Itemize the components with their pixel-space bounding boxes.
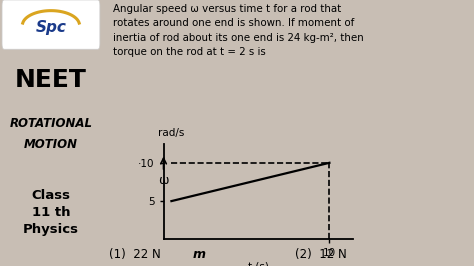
Text: MOTION: MOTION bbox=[24, 139, 78, 151]
Text: m: m bbox=[193, 248, 206, 260]
Text: (1)  22 N: (1) 22 N bbox=[109, 248, 161, 260]
FancyBboxPatch shape bbox=[2, 0, 100, 49]
Text: Class
11 th
Physics: Class 11 th Physics bbox=[23, 189, 79, 236]
Text: NEET: NEET bbox=[15, 68, 87, 92]
Text: ROTATIONAL: ROTATIONAL bbox=[9, 117, 92, 130]
Text: Angular speed ω versus time t for a rod that
rotates around one end is shown. If: Angular speed ω versus time t for a rod … bbox=[113, 4, 364, 57]
Text: ω: ω bbox=[158, 174, 169, 187]
Text: Spc: Spc bbox=[36, 20, 66, 35]
Text: (2)  12 N: (2) 12 N bbox=[295, 248, 347, 260]
Text: rad/s: rad/s bbox=[158, 128, 184, 138]
X-axis label: t (s): t (s) bbox=[248, 261, 269, 266]
